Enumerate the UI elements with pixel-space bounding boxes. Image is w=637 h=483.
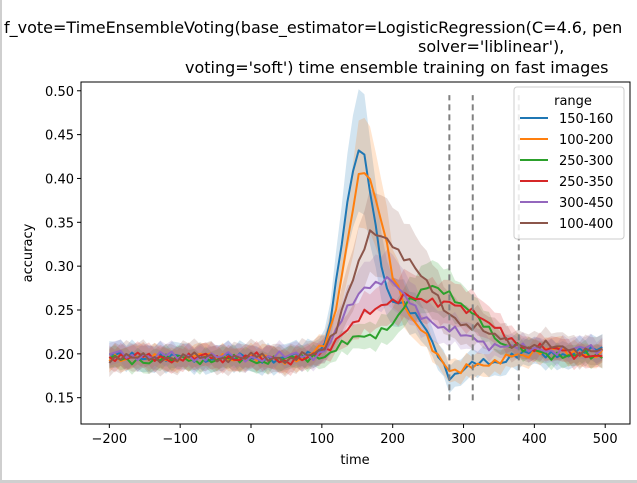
y-tick-label: 0.20 — [45, 348, 74, 363]
ci-band-250-300 — [109, 260, 603, 375]
x-axis-label: time — [340, 453, 369, 468]
y-tick-label: 0.45 — [45, 129, 74, 144]
legend-title: range — [554, 94, 592, 109]
chart-title-line-1: f_vote=TimeEnsembleVoting(base_estimator… — [4, 18, 622, 38]
axes-frame — [80, 81, 631, 425]
x-tick-label: 300 — [451, 432, 476, 447]
chart-title: f_vote=TimeEnsembleVoting(base_estimator… — [4, 18, 622, 77]
chart-title-line-3: voting='soft') time ensemble training on… — [185, 58, 608, 77]
x-tick-label: 100 — [309, 432, 334, 447]
y-axis-label: accuracy — [21, 223, 36, 282]
x-tick-label: 500 — [593, 432, 618, 447]
legend-label-100-400: 100-400 — [559, 217, 613, 232]
chart-title-line-2: solver='liblinear'), — [418, 37, 564, 56]
legend-label-300-450: 300-450 — [559, 196, 613, 211]
ci-band-100-400 — [109, 189, 603, 377]
legend-label-100-200: 100-200 — [559, 133, 613, 148]
y-tick-label: 0.50 — [45, 85, 74, 100]
plot-area — [108, 89, 604, 401]
ci-band-150-160 — [109, 89, 603, 394]
y-tick-label: 0.15 — [45, 392, 74, 407]
x-tick-label: −100 — [162, 432, 198, 447]
y-tick-label: 0.25 — [45, 304, 74, 319]
legend: range 150-160 100-200 250-300 250-350 300-450… — [513, 86, 625, 240]
y-tick-label: 0.40 — [45, 172, 74, 187]
x-tick-label: −200 — [91, 432, 127, 447]
x-tick-label: 0 — [247, 432, 255, 447]
legend-label-250-300: 250-300 — [559, 154, 613, 169]
x-tick-label: 400 — [522, 432, 547, 447]
series-line-100-400 — [108, 229, 603, 364]
y-tick-label: 0.35 — [45, 216, 74, 231]
x-tick-label: 200 — [380, 432, 405, 447]
legend-label-250-350: 250-350 — [559, 175, 613, 190]
y-tick-label: 0.30 — [45, 260, 74, 275]
axes: −200 −100 0 100 200 300 400 500 0.15 0.20 0.25 0.30… — [45, 81, 631, 447]
legend-label-150-160: 150-160 — [559, 112, 613, 127]
